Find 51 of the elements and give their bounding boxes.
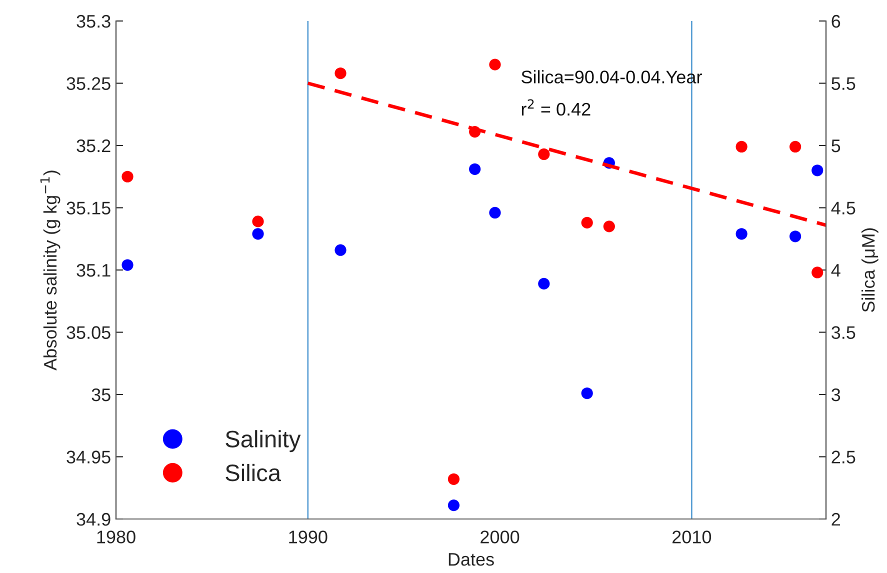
point bbox=[581, 216, 593, 228]
point bbox=[448, 499, 460, 512]
y-tick-label: 35.3 bbox=[76, 14, 110, 28]
y2-tick-label: 4 bbox=[831, 264, 840, 277]
y2-tick-label: 3.5 bbox=[832, 326, 856, 339]
point bbox=[489, 58, 501, 70]
y-tick-label: 35 bbox=[92, 388, 110, 402]
x-tick-label: 2000 bbox=[480, 530, 520, 544]
y-tick-label: 34.95 bbox=[66, 450, 110, 464]
annotation: r$^{2}$ = 0.42 bbox=[522, 99, 590, 116]
y-tick-label: 35.2 bbox=[76, 139, 110, 152]
y-tick-label: 35.05 bbox=[66, 326, 110, 339]
y-axis-title: Absolute salinity (g kg$^{−1}$) bbox=[40, 170, 60, 370]
y2-axis-title: Silica (μM) bbox=[862, 228, 878, 312]
y2-tick-label: 3 bbox=[832, 388, 840, 402]
point bbox=[334, 244, 346, 256]
y2-tick-label: 2 bbox=[832, 512, 840, 526]
point bbox=[736, 228, 748, 240]
x-tick-label: 2010 bbox=[672, 530, 712, 544]
point bbox=[538, 148, 550, 160]
point bbox=[812, 164, 824, 176]
point bbox=[252, 216, 264, 228]
y-tick-label: 35.15 bbox=[66, 202, 110, 214]
point bbox=[736, 140, 748, 153]
y2-tick-label: 2.5 bbox=[832, 450, 856, 464]
point bbox=[334, 67, 346, 80]
point bbox=[469, 126, 481, 138]
y-tick-label: 34.9 bbox=[76, 512, 110, 526]
x-axis-title: Dates bbox=[448, 553, 494, 566]
point bbox=[252, 228, 264, 240]
y2-tick-label: 5.5 bbox=[832, 77, 856, 90]
point bbox=[469, 163, 481, 175]
y2-tick-label: 4.5 bbox=[831, 202, 856, 214]
point bbox=[581, 387, 593, 400]
x-tick-label: 1990 bbox=[289, 530, 328, 544]
x-tick-label: 1980 bbox=[97, 530, 136, 544]
y2-tick-label: 6 bbox=[832, 14, 840, 28]
legend-label: Salinity bbox=[226, 430, 301, 452]
point bbox=[122, 170, 134, 182]
point bbox=[122, 259, 134, 271]
legend-label: Silica bbox=[226, 464, 282, 482]
point bbox=[538, 278, 550, 290]
y-tick-label: 35.1 bbox=[76, 264, 110, 277]
point bbox=[448, 473, 460, 485]
point bbox=[789, 140, 802, 153]
y2-tick-label: 5 bbox=[832, 140, 840, 152]
point bbox=[789, 230, 802, 242]
y-tick-label: 35.25 bbox=[66, 77, 110, 90]
point bbox=[603, 220, 615, 232]
point bbox=[812, 266, 824, 278]
point bbox=[489, 206, 501, 219]
